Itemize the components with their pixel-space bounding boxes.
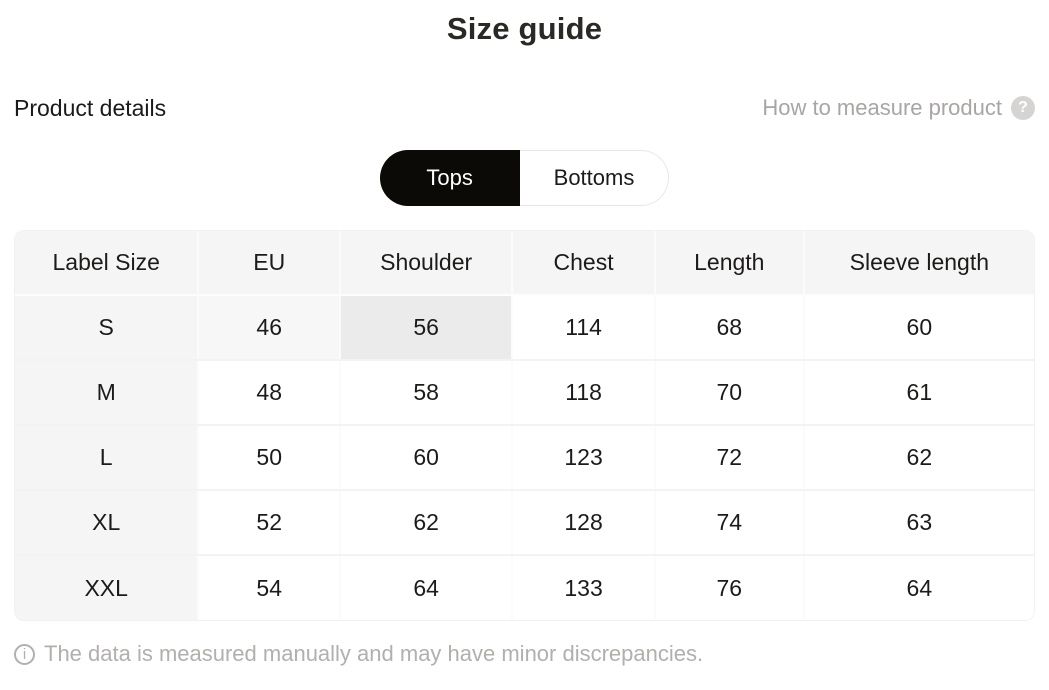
size-table: Label Size EU Shoulder Chest Length Sleeve le…: [15, 231, 1034, 620]
size-row-s: S 46 56 114 68 60: [15, 295, 1034, 361]
column-header-chest: Chest: [512, 231, 656, 296]
size-cell: 46: [198, 295, 342, 361]
toggle-wrap: Tops Bottoms: [0, 150, 1049, 206]
size-cell: 62: [803, 425, 1034, 491]
size-cell: 63: [803, 490, 1034, 556]
disclaimer-text: The data is measured manually and may ha…: [44, 641, 704, 666]
size-row-xxl: XXL 54 64 133 76 64: [15, 555, 1034, 620]
section-title: Product details: [14, 94, 167, 121]
column-header-eu: EU: [198, 231, 342, 296]
table-header-row: Label Size EU Shoulder Chest Length Sleeve le…: [15, 231, 1034, 296]
toggle-option-bottoms[interactable]: Bottoms: [519, 150, 670, 206]
size-row-xl: XL 52 62 128 74 63: [15, 490, 1034, 556]
size-cell: 76: [654, 555, 805, 620]
size-cell: 62: [340, 490, 514, 556]
size-cell: 60: [340, 425, 514, 491]
size-cell: 123: [512, 425, 656, 491]
size-cell: 72: [654, 425, 805, 491]
tops-bottoms-toggle: Tops Bottoms: [379, 150, 670, 206]
size-cell: 128: [512, 490, 656, 556]
size-cell: 74: [654, 490, 805, 556]
row-label-m: M: [15, 360, 200, 426]
size-cell: 54: [198, 555, 342, 620]
size-cell: 118: [512, 360, 656, 426]
size-cell: 70: [654, 360, 805, 426]
disclaimer: i The data is measured manually and may …: [0, 641, 1049, 667]
size-cell: 56: [340, 295, 514, 361]
column-header-sleeve-length: Sleeve length: [803, 231, 1034, 296]
info-icon: i: [14, 643, 35, 665]
size-cell: 64: [340, 555, 514, 620]
column-header-length: Length: [654, 231, 805, 296]
row-label-s: S: [15, 295, 200, 361]
size-cell: 50: [198, 425, 342, 491]
size-cell: 58: [340, 360, 514, 426]
size-table-wrap: Label Size EU Shoulder Chest Length Sleeve le…: [14, 230, 1035, 621]
column-header-label-size: Label Size: [15, 231, 200, 296]
subheader: Product details How to measure product ?: [0, 92, 1049, 124]
size-cell: 133: [512, 555, 656, 620]
size-cell: 61: [803, 360, 1034, 426]
row-label-xxl: XXL: [15, 555, 200, 620]
size-cell: 64: [803, 555, 1034, 620]
question-mark-icon[interactable]: ?: [1011, 96, 1035, 120]
size-cell: 114: [512, 295, 656, 361]
page-title: Size guide: [446, 11, 603, 46]
row-label-xl: XL: [15, 490, 200, 556]
how-to-measure-label: How to measure product: [762, 95, 1002, 120]
row-label-l: L: [15, 425, 200, 491]
how-to-measure-link[interactable]: How to measure product ?: [762, 95, 1035, 121]
size-row-l: L 50 60 123 72 62: [15, 425, 1034, 491]
size-row-m: M 48 58 118 70 61: [15, 360, 1034, 426]
size-cell: 52: [198, 490, 342, 556]
size-cell: 68: [654, 295, 805, 361]
column-header-shoulder: Shoulder: [340, 231, 514, 296]
toggle-option-tops[interactable]: Tops: [379, 150, 520, 206]
size-cell: 48: [198, 360, 342, 426]
size-cell: 60: [803, 295, 1034, 361]
